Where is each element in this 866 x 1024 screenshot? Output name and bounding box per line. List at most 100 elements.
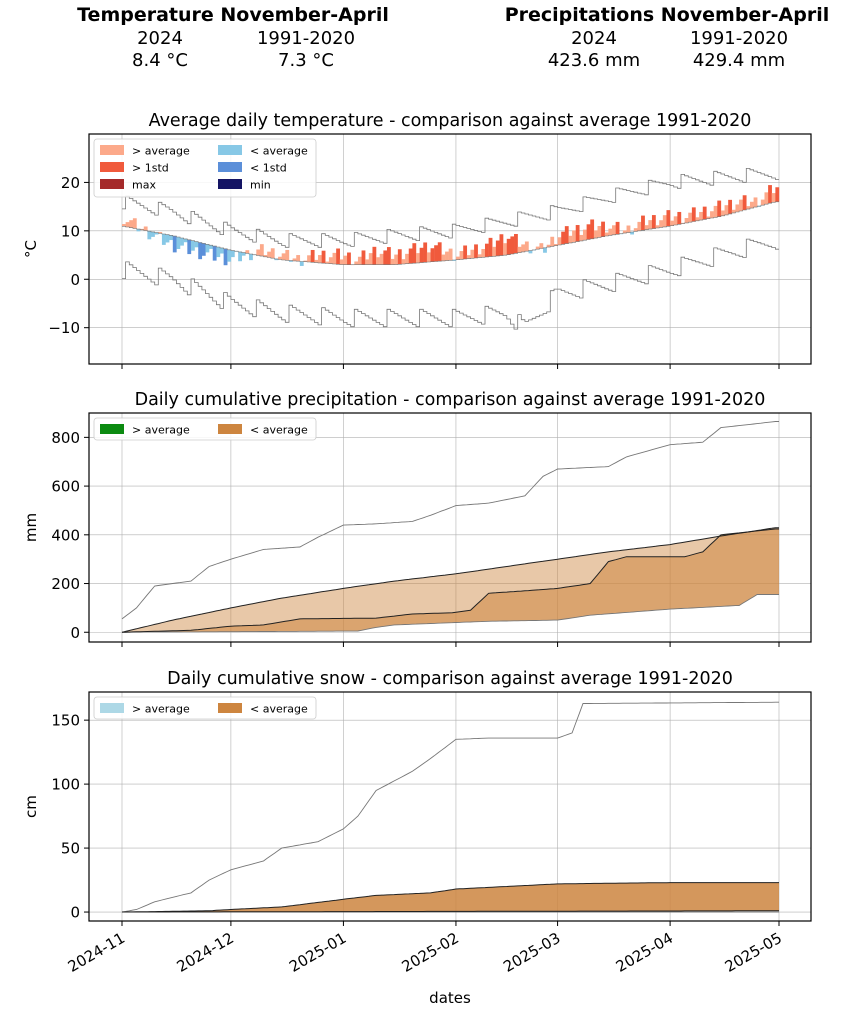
temp-bar bbox=[757, 206, 762, 207]
temp-bar bbox=[278, 256, 282, 260]
temp-bar bbox=[590, 219, 595, 239]
temp-bar bbox=[209, 245, 213, 249]
temp-bar bbox=[659, 220, 664, 228]
temp-bar bbox=[201, 243, 206, 256]
temp-bar bbox=[735, 204, 740, 212]
temp-bar bbox=[728, 199, 733, 214]
temp-bar bbox=[517, 246, 522, 253]
temp-bar bbox=[434, 245, 438, 262]
x-tick-label: 2024-11 bbox=[65, 929, 128, 976]
temp-bar bbox=[354, 261, 359, 265]
series-line-average bbox=[122, 882, 779, 913]
temp-bar bbox=[579, 234, 584, 241]
temp-bar bbox=[575, 225, 580, 242]
temp-bar bbox=[775, 187, 780, 202]
temp-bar bbox=[655, 225, 660, 228]
temp-bar bbox=[310, 249, 315, 263]
temp-bar bbox=[405, 253, 409, 264]
prec-heading: Precipitations November-April bbox=[505, 4, 830, 26]
legend-swatch bbox=[100, 703, 124, 713]
temp-bar bbox=[376, 257, 380, 265]
temp-bar bbox=[223, 248, 228, 266]
y-tick-label: 10 bbox=[61, 222, 80, 240]
panel-1: Average daily temperature - comparison a… bbox=[22, 111, 812, 369]
temp-bar bbox=[132, 218, 137, 229]
temp-bar bbox=[339, 259, 344, 265]
temp-bar bbox=[492, 246, 497, 257]
temp-bar bbox=[760, 199, 765, 206]
series-line-min bbox=[121, 594, 779, 633]
temp-bar bbox=[187, 239, 192, 255]
temp-bar bbox=[285, 249, 290, 261]
plot-area bbox=[121, 421, 779, 633]
series-line-2024 bbox=[122, 910, 779, 913]
temp-bar bbox=[176, 237, 181, 249]
temp-bar bbox=[249, 254, 253, 261]
temp-bar bbox=[288, 260, 293, 262]
temp-bar bbox=[601, 221, 605, 237]
temp-bar bbox=[368, 253, 373, 265]
y-axis-label: mm bbox=[22, 513, 40, 542]
temp-bar bbox=[695, 217, 700, 221]
legend-label: < 1std bbox=[250, 162, 287, 175]
temp-bar bbox=[706, 216, 711, 219]
x-tick-label: 2025-01 bbox=[286, 929, 349, 976]
temp-bar bbox=[514, 233, 518, 254]
temp-bar bbox=[161, 233, 166, 245]
temp-bar bbox=[140, 228, 144, 230]
y-tick-label: 0 bbox=[70, 624, 80, 642]
temp-bar bbox=[699, 211, 703, 221]
plot-area bbox=[122, 168, 780, 330]
series-line-max bbox=[122, 168, 779, 248]
temp-bar bbox=[550, 236, 555, 247]
temp-bar bbox=[521, 244, 526, 252]
temp-bar bbox=[165, 234, 170, 243]
temp-bar bbox=[524, 241, 529, 252]
legend-swatch bbox=[218, 145, 242, 155]
prec-col1: 2024 bbox=[571, 28, 617, 49]
temp-bar bbox=[419, 247, 424, 263]
temp-bar bbox=[564, 226, 569, 244]
temp-bar bbox=[553, 244, 558, 246]
temp-bar bbox=[463, 245, 468, 260]
temp-heading: Temperature November-April bbox=[77, 4, 389, 26]
legend-label: < average bbox=[250, 424, 308, 437]
prec-val2: 429.4 mm bbox=[693, 50, 785, 71]
axes-frame bbox=[88, 412, 812, 643]
legend-label: max bbox=[132, 179, 156, 192]
temp-col1: 2024 bbox=[137, 28, 183, 49]
temp-val2: 7.3 °C bbox=[278, 50, 334, 71]
y-tick-label: 800 bbox=[51, 429, 80, 447]
temp-bar bbox=[292, 258, 297, 261]
axes-frame bbox=[88, 691, 812, 922]
temp-bar bbox=[622, 230, 627, 234]
plot-area bbox=[121, 701, 779, 913]
temp-bar bbox=[361, 250, 366, 265]
y-axis-label: °C bbox=[22, 240, 40, 258]
temp-bar bbox=[702, 206, 707, 220]
legend: > average > 1std max < average < 1std min bbox=[93, 138, 317, 198]
temp-bar bbox=[125, 222, 130, 228]
temp-bar bbox=[423, 242, 428, 263]
temp-bar bbox=[158, 232, 163, 234]
temp-bar bbox=[416, 253, 420, 263]
temp-bar bbox=[651, 215, 656, 229]
legend-swatch bbox=[218, 179, 242, 189]
series-line-max bbox=[121, 421, 779, 620]
temp-bar bbox=[641, 215, 645, 231]
x-tick-label: 2025-05 bbox=[722, 929, 785, 976]
x-tick-label: 2025-02 bbox=[399, 929, 462, 976]
temp-bar bbox=[749, 201, 754, 209]
temp-bar bbox=[299, 261, 304, 266]
prec-col2: 1991-2020 bbox=[690, 28, 788, 49]
legend: > average < average bbox=[93, 417, 317, 441]
temp-bar bbox=[445, 251, 449, 261]
legend-swatch bbox=[218, 703, 242, 713]
temp-bar bbox=[256, 249, 261, 256]
temp-bar bbox=[742, 195, 747, 211]
x-tick-label: 2025-03 bbox=[500, 929, 563, 976]
temp-bar bbox=[771, 193, 776, 203]
summary-temperature: Temperature November-April 2024 1991-202… bbox=[77, 4, 389, 71]
temp-bar bbox=[321, 250, 326, 264]
fill-below-average bbox=[122, 527, 779, 633]
